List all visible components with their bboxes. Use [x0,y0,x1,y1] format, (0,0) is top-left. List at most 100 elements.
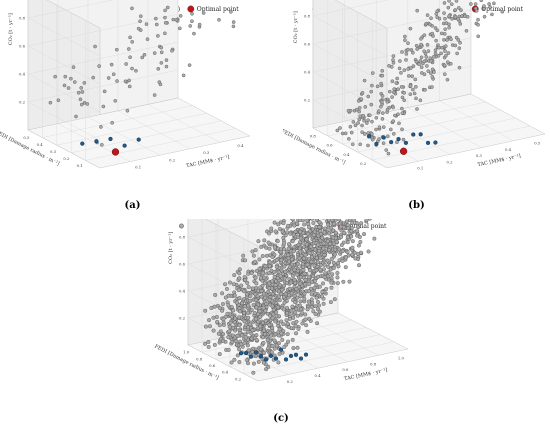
dominated-point [181,73,186,78]
dominated-point [159,61,164,65]
grid-line [407,0,482,148]
dominated-point [270,316,275,321]
dominated-point [333,230,338,235]
y-tick-label: 0.8 [310,134,317,139]
dominated-point [295,272,300,277]
dominated-point [318,263,323,268]
dominated-point [78,97,83,102]
dominated-point [335,275,340,280]
dominated-point [298,299,303,304]
dominated-point [331,228,336,233]
dominated-point [268,313,273,318]
panel-label: (b) [408,200,424,211]
grid-line [243,238,395,375]
dominated-point [262,281,267,286]
dominated-point [178,26,182,31]
dominated-point [244,335,249,340]
grid-line [357,12,516,153]
dominated-point [237,315,242,320]
dominated-point [307,250,312,255]
dominated-point [369,102,374,107]
dominated-point [332,221,337,226]
dominated-point [298,281,303,286]
dominated-point [164,58,169,62]
dominated-point [250,286,255,291]
dominated-point [410,74,414,79]
dominated-point [238,309,242,314]
dominated-point [56,98,61,103]
dominated-point [326,248,331,252]
dominated-point [261,271,266,276]
dominated-point [291,321,296,326]
dominated-point [307,282,312,287]
dominated-point [449,37,453,42]
y-tick-label: 0.8 [196,356,203,361]
dominated-point [130,66,134,71]
dominated-point [287,293,292,298]
dominated-point [203,308,208,313]
dominated-point [295,345,300,350]
grid-line [57,0,131,162]
dominated-point [442,38,446,42]
dominated-point [397,121,401,126]
dominated-point [335,281,340,286]
dominated-point [203,341,207,346]
dominated-point [138,19,142,24]
dominated-point [294,319,299,324]
grid-line [215,224,367,360]
dominated-point [263,332,268,337]
legend-optimal-label: Optimal point [345,223,387,230]
pareto-point [411,132,416,137]
dominated-point [345,235,350,240]
dominated-point [302,271,307,276]
dominated-point [63,74,68,79]
pareto-point [374,141,379,146]
pareto-point [238,351,244,356]
dominated-point [245,310,250,315]
dominated-point [439,31,444,36]
dominated-point [234,300,239,305]
dominated-point [314,268,319,273]
dominated-point [391,119,396,123]
dominated-point [102,89,107,94]
dominated-point [367,113,372,118]
dominated-point [265,338,270,343]
dominated-point [91,75,96,80]
dominated-point [307,225,312,230]
dominated-point [264,367,269,372]
y-tick-label: 0.6 [209,363,216,368]
dominated-point [381,141,386,145]
dominated-point [340,258,345,263]
z-tick-label: 0.2 [19,100,26,105]
dominated-point [362,232,367,237]
legend-optimal-label: Optimal point [197,6,239,13]
dominated-point [74,114,78,119]
dominated-point [443,72,447,76]
dominated-point [231,24,236,29]
optimal-point [111,148,120,156]
dominated-point [487,2,491,6]
dominated-point [386,151,391,156]
legend-optimal-label: Optimal point [481,6,523,13]
dominated-point [82,100,87,105]
dominated-point [500,9,505,14]
dominated-point [333,236,338,241]
dominated-point [76,90,81,95]
dominated-point [349,130,354,135]
dominated-point [236,288,241,292]
dominated-point [351,142,355,147]
dominated-point [315,321,320,326]
dominated-point [263,308,268,313]
dominated-point [279,331,284,336]
dominated-point [385,107,390,112]
grid-line [439,0,514,141]
dominated-point [53,74,57,79]
dominated-point [408,84,413,88]
dominated-point [325,239,330,244]
dominated-point [279,291,284,296]
grid-line [376,0,451,155]
dominated-point [163,15,167,20]
y-tick-label: 0.4 [222,370,229,375]
pareto-point [253,350,259,355]
dominated-point [492,1,496,6]
